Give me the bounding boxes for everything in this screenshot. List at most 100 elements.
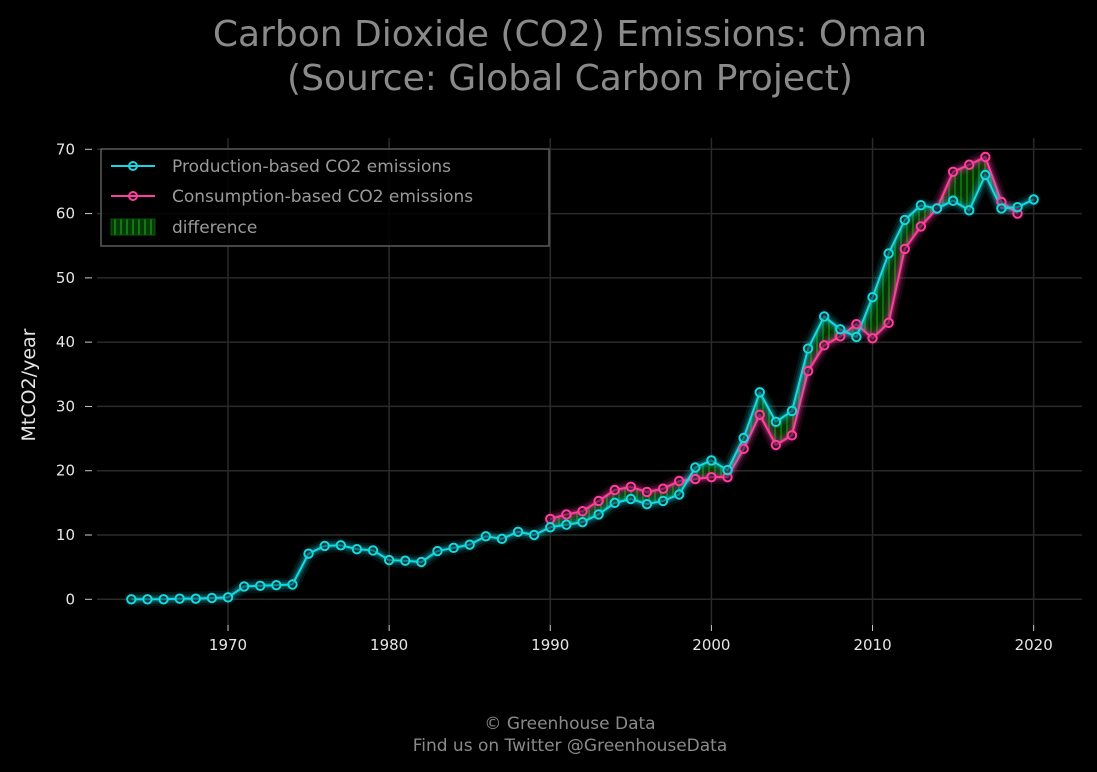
x-tick-label: 1990 (531, 636, 569, 654)
production-point (722, 464, 733, 476)
production-point (835, 324, 846, 335)
production-point (206, 592, 218, 604)
production-point (899, 214, 910, 226)
consumption-point (609, 484, 620, 496)
production-point (271, 579, 282, 591)
production-point (690, 462, 701, 473)
legend-item-consumption: Consumption-based CO2 emissions (111, 187, 473, 207)
consumption-point (706, 471, 717, 483)
consumption-point (625, 481, 637, 492)
consumption-point (964, 159, 975, 170)
production-point (383, 554, 395, 566)
consumption-point (851, 318, 862, 330)
y-tick-label: 50 (56, 269, 75, 287)
production-point (593, 509, 604, 520)
production-point (609, 497, 620, 509)
x-tick-label: 2000 (692, 636, 730, 654)
production-point (367, 545, 379, 556)
legend-production-label: Production-based CO2 emissions (172, 157, 451, 177)
consumption-point (673, 475, 685, 487)
consumption-point (835, 331, 846, 342)
footer-copyright: © Greenhouse Data (484, 714, 655, 734)
production-point (851, 331, 862, 343)
series-points (126, 151, 1039, 605)
chart-subtitle: (Source: Global Carbon Project) (287, 58, 853, 99)
production-point (786, 405, 798, 417)
production-point (1012, 201, 1023, 213)
production-point (964, 205, 975, 216)
consumption-point (545, 513, 556, 525)
production-point (883, 248, 894, 259)
y-tick-label: 70 (56, 140, 75, 158)
consumption-glow (547, 154, 1021, 522)
legend: Production-based CO2 emissions Consumpti… (100, 148, 550, 247)
production-point (222, 592, 234, 603)
y-tick-label: 30 (56, 397, 75, 415)
production-point (416, 556, 427, 568)
consumption-line (550, 156, 1019, 520)
production-point (673, 489, 685, 500)
consumption-point (690, 473, 701, 485)
production-point (174, 593, 185, 604)
production-point (545, 522, 556, 533)
production-point (448, 542, 459, 554)
y-axis-label: MtCO2/year (18, 328, 40, 441)
y-tick-label: 10 (56, 526, 75, 544)
production-point (577, 516, 588, 528)
consumption-point (738, 443, 749, 455)
consumption-point (947, 166, 959, 177)
production-point (158, 594, 169, 605)
production-point (770, 416, 782, 428)
consumption-point (802, 365, 814, 377)
production-point (400, 555, 411, 566)
production-point (754, 387, 765, 398)
consumption-point (786, 430, 798, 441)
consumption-point (593, 495, 604, 507)
consumption-point (770, 439, 782, 451)
production-point (641, 498, 653, 510)
production-point (190, 593, 201, 604)
consumption-point (657, 483, 669, 494)
grid (97, 138, 1082, 625)
production-point (625, 493, 637, 505)
production-point (126, 594, 137, 605)
y-tick-label: 40 (56, 333, 75, 351)
legend-item-difference: difference (110, 218, 257, 238)
x-tick-label: 1970 (209, 636, 247, 654)
consumption-point (641, 486, 653, 498)
production-line (131, 174, 1035, 601)
production-point (867, 291, 878, 303)
consumption-point (754, 409, 765, 420)
production-point (706, 455, 717, 466)
production-point (496, 533, 508, 545)
production-point (287, 579, 298, 590)
y-tick-label: 60 (56, 205, 75, 223)
x-tick-label: 2020 (1015, 636, 1053, 654)
production-point (528, 529, 540, 541)
legend-production-marker-icon (128, 161, 138, 171)
x-tick-label: 2010 (853, 636, 891, 654)
production-point (480, 531, 492, 542)
consumption-point (915, 221, 927, 232)
production-point (1028, 194, 1039, 205)
consumption-point (561, 509, 572, 520)
legend-consumption-label: Consumption-based CO2 emissions (172, 187, 473, 207)
legend-box (100, 148, 550, 247)
y-axis-ticks: 0 10 20 30 40 50 60 70 (56, 140, 92, 608)
production-point (238, 581, 250, 592)
production-point (464, 539, 475, 550)
chart-title: Carbon Dioxide (CO2) Emissions: Oman (213, 14, 927, 55)
production-point (657, 495, 669, 507)
consumption-glow (545, 152, 1023, 524)
consumption-point (722, 471, 733, 483)
footer-twitter: Find us on Twitter @GreenhouseData (413, 736, 728, 756)
legend-consumption-marker-icon (128, 191, 138, 201)
production-point (319, 540, 330, 552)
x-axis-ticks: 1970 1980 1990 2000 2010 2020 (209, 625, 1053, 654)
production-point (255, 580, 266, 591)
production-point (142, 594, 153, 605)
consumption-point (883, 317, 894, 329)
production-point (351, 543, 363, 555)
production-point (335, 540, 347, 551)
